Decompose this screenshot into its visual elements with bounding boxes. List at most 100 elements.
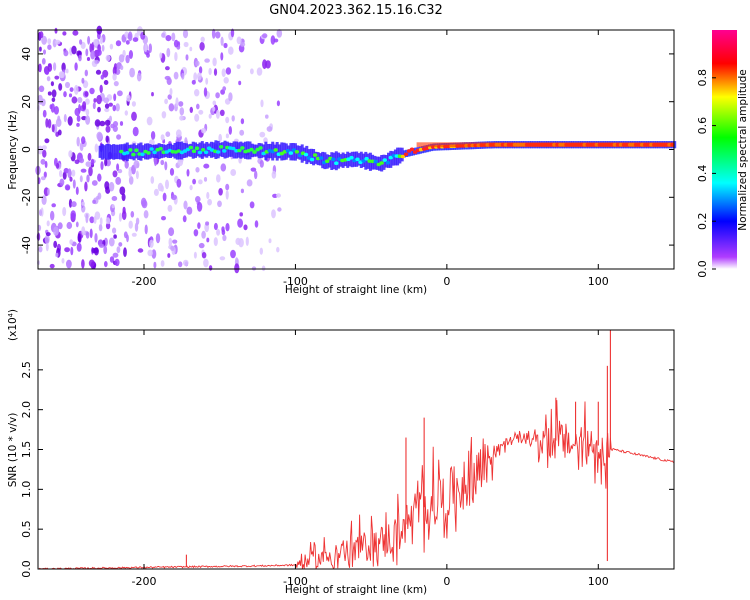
noise-blob [259,160,264,168]
noise-blob [92,102,96,110]
noise-blob [265,114,269,119]
noise-blob [93,39,98,46]
noise-blob [201,127,207,134]
noise-blob [193,251,197,259]
noise-blob [69,87,74,92]
noise-blob [228,46,234,55]
noise-blob [114,258,120,267]
ridge-band [230,142,234,157]
noise-blob [99,36,103,45]
noise-blob [53,240,58,248]
noise-blob [78,104,81,114]
noise-blob [123,247,127,258]
noise-blob [50,81,55,87]
y-tick-label: 0.5 [20,520,33,538]
ridge-band [407,149,411,157]
noise-blob [118,242,123,247]
ridge-point [294,150,300,154]
noise-blob [118,212,122,222]
ridge-band [321,151,325,169]
noise-blob [105,135,109,143]
noise-blob [186,206,193,215]
ridge-band [100,144,104,160]
noise-blob [55,118,62,127]
noise-blob [146,52,150,58]
noise-blob [230,249,236,259]
noise-blob [77,233,81,242]
y-tick-label: 1.0 [20,481,33,499]
noise-blob [150,176,155,184]
noise-blob [76,136,80,147]
noise-blob [169,168,175,176]
ridge-band [382,154,386,170]
noise-blob [79,157,85,164]
noise-blob [89,87,95,95]
ridge-band [150,144,154,158]
noise-blob [195,196,201,203]
noise-blob [42,109,47,118]
noise-blob [79,39,83,45]
noise-blob [112,125,118,132]
colorbar-tick-label: 0.6 [696,117,709,135]
noise-blob [81,201,85,206]
ridge-point [219,145,224,149]
noise-blob [228,125,232,135]
ridge-point [188,145,194,150]
ridge-band [225,141,229,158]
noise-blob [111,196,118,201]
noise-blob [250,167,257,172]
noise-blob [75,221,79,228]
noise-blob [61,62,66,72]
noise-blob [104,158,108,167]
noise-blob [85,161,92,168]
noise-blob [228,92,233,102]
ridge-band [391,151,395,166]
noise-blob [189,106,193,113]
noise-blob [175,97,179,108]
noise-blob [104,103,110,109]
colorbar-tick-label: 0.4 [696,165,709,183]
noise-blob [216,174,221,183]
snr-marks [37,330,675,570]
noise-blob [231,115,235,122]
ridge-band [198,142,202,158]
noise-blob [167,204,173,212]
noise-blob [191,79,196,85]
noise-blob [43,49,46,55]
ridge-band [275,142,279,161]
noise-blob [194,113,200,122]
noise-blob [206,191,210,200]
noise-blob [193,229,199,237]
noise-blob [131,111,137,122]
noise-blob [218,133,222,143]
noise-blob [62,171,67,180]
noise-blob [266,126,273,132]
noise-blob [198,179,203,185]
noise-blob [183,259,189,267]
colorbar-tick-label: 0.0 [696,260,709,278]
ridge-point [355,157,360,162]
noise-blob [230,28,235,38]
noise-blob [55,252,59,258]
noise-blob [208,113,212,119]
ridge-point [203,150,209,155]
noise-blob [271,170,277,179]
noise-blob [104,107,110,113]
noise-blob [153,261,157,269]
noise-blob [160,134,165,141]
noise-blob [105,54,111,62]
ridge-band [280,142,284,161]
ridge-point [200,148,206,152]
noise-blob [276,100,280,107]
ridge-band [132,143,136,161]
x-tick-label: 100 [588,275,609,288]
ridge-point [312,153,318,157]
noise-blob [259,131,266,138]
ridge-band [157,143,161,159]
noise-blob [144,224,148,235]
ridge-band [409,148,413,156]
noise-blob [115,103,120,112]
noise-blob [87,35,91,45]
noise-blob [212,106,216,112]
